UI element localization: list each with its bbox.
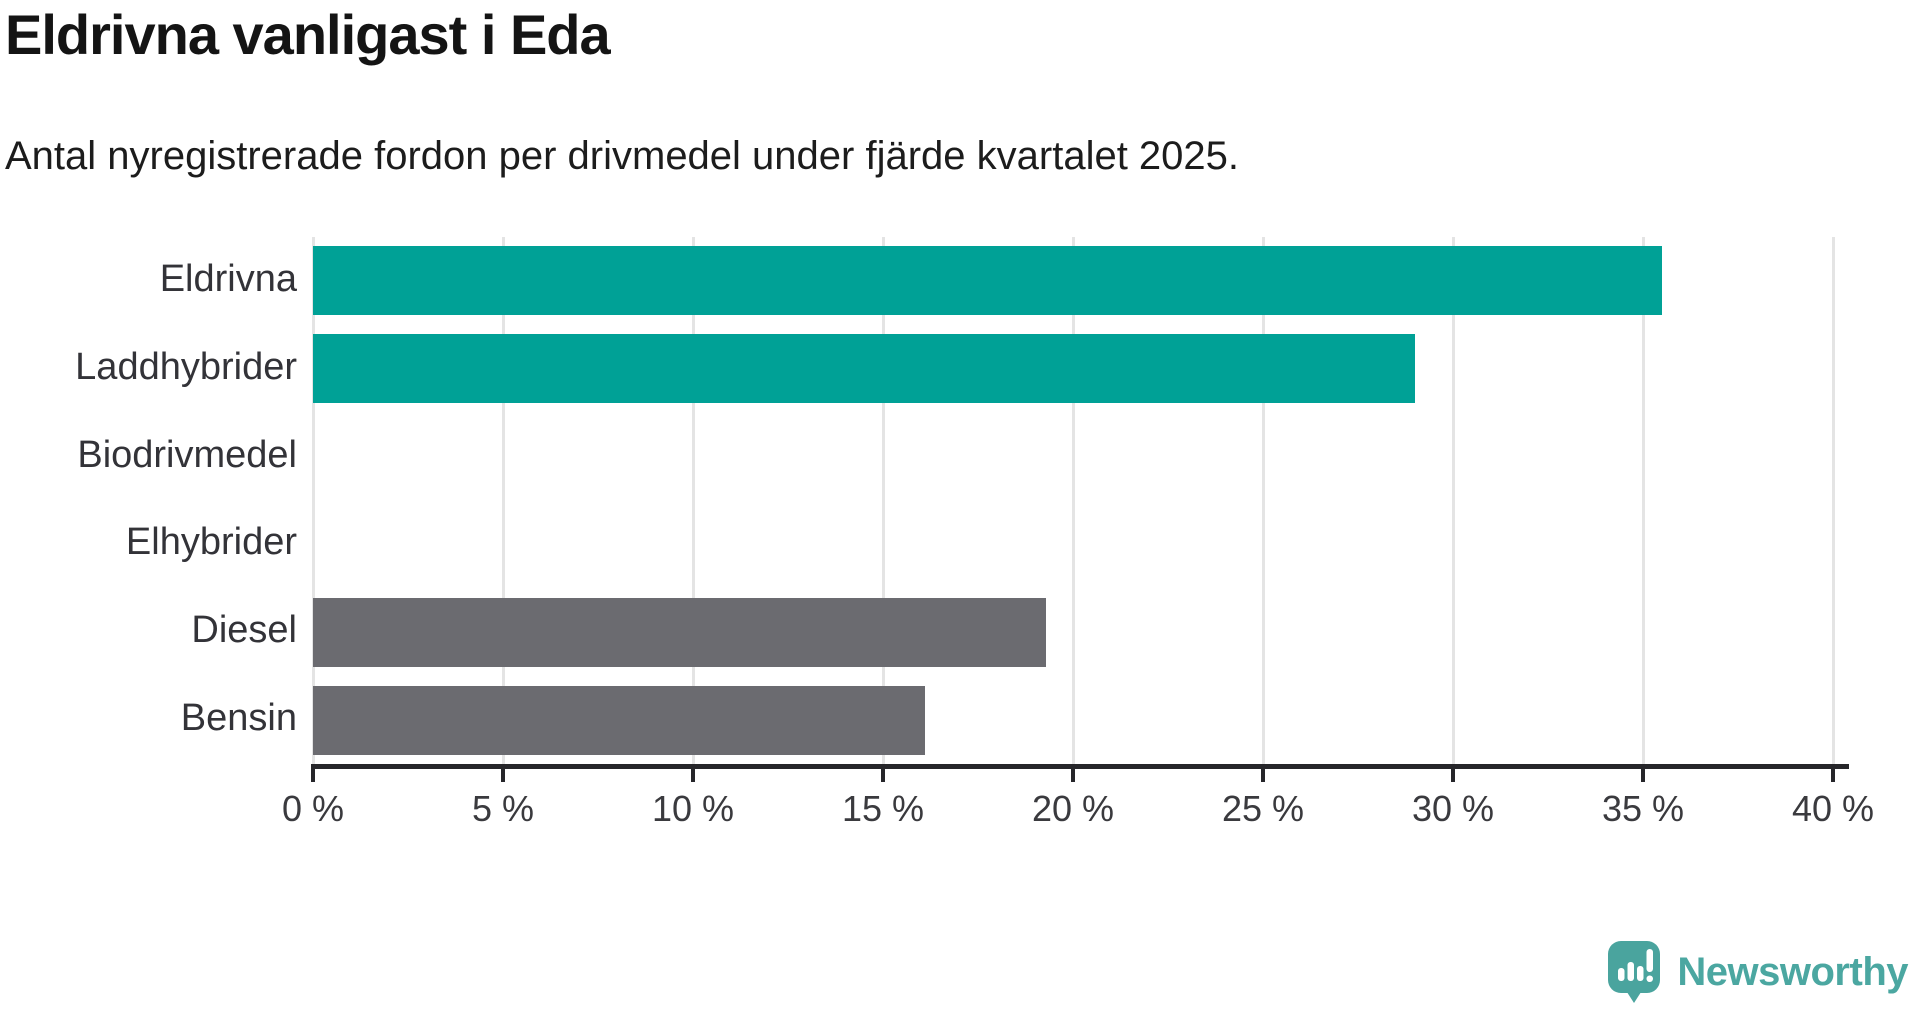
- category-label-diesel: Diesel: [191, 609, 297, 652]
- gridline-40: [1831, 237, 1835, 764]
- category-label-eldrivna: Eldrivna: [159, 257, 297, 300]
- category-label-laddhybrider: Laddhybrider: [75, 345, 297, 388]
- chart-subtitle: Antal nyregistrerade fordon per drivmede…: [5, 134, 1240, 178]
- x-tick-label-15: 15 %: [841, 788, 925, 829]
- gridline-30: [1451, 237, 1455, 764]
- x-tick-mark-40: [1831, 764, 1835, 782]
- gridline-20: [1071, 237, 1075, 764]
- x-tick-label-0: 0 %: [281, 788, 345, 829]
- x-tick-mark-35: [1641, 764, 1645, 782]
- newsworthy-bubble-chart-icon: [1608, 941, 1661, 1003]
- plot-area: [311, 237, 1873, 764]
- newsworthy-logo-text: Newsworthy: [1677, 949, 1908, 994]
- category-label-biodrivmedel: Biodrivmedel: [77, 433, 297, 476]
- x-tick-mark-25: [1261, 764, 1265, 782]
- x-tick-label-30: 30 %: [1411, 788, 1495, 829]
- x-tick-label-25: 25 %: [1221, 788, 1305, 829]
- category-label-elhybrider: Elhybrider: [125, 521, 297, 564]
- x-tick-label-20: 20 %: [1031, 788, 1115, 829]
- gridline-5: [501, 237, 505, 764]
- newsworthy-logo: Newsworthy: [1607, 940, 1908, 1004]
- gridline-15: [881, 237, 885, 764]
- category-label-bensin: Bensin: [180, 696, 297, 739]
- chart-title: Eldrivna vanligast i Eda: [5, 3, 611, 66]
- x-tick-mark-0: [311, 764, 315, 782]
- x-tick-mark-10: [691, 764, 695, 782]
- x-tick-mark-20: [1071, 764, 1075, 782]
- bar-eldrivna: [313, 246, 1662, 316]
- x-tick-label-40: 40 %: [1791, 788, 1875, 829]
- gridline-0: [311, 237, 315, 764]
- x-tick-label-5: 5 %: [471, 788, 535, 829]
- gridline-35: [1641, 237, 1645, 764]
- bar-diesel: [313, 597, 1047, 667]
- x-tick-label-10: 10 %: [651, 788, 735, 829]
- x-tick-label-35: 35 %: [1601, 788, 1685, 829]
- bar-bensin: [313, 685, 925, 755]
- gridline-10: [691, 237, 695, 764]
- x-tick-mark-5: [501, 764, 505, 782]
- x-axis-line: [311, 764, 1849, 769]
- gridline-25: [1261, 237, 1265, 764]
- x-tick-mark-30: [1451, 764, 1455, 782]
- x-tick-mark-15: [881, 764, 885, 782]
- bar-laddhybrider: [313, 334, 1415, 404]
